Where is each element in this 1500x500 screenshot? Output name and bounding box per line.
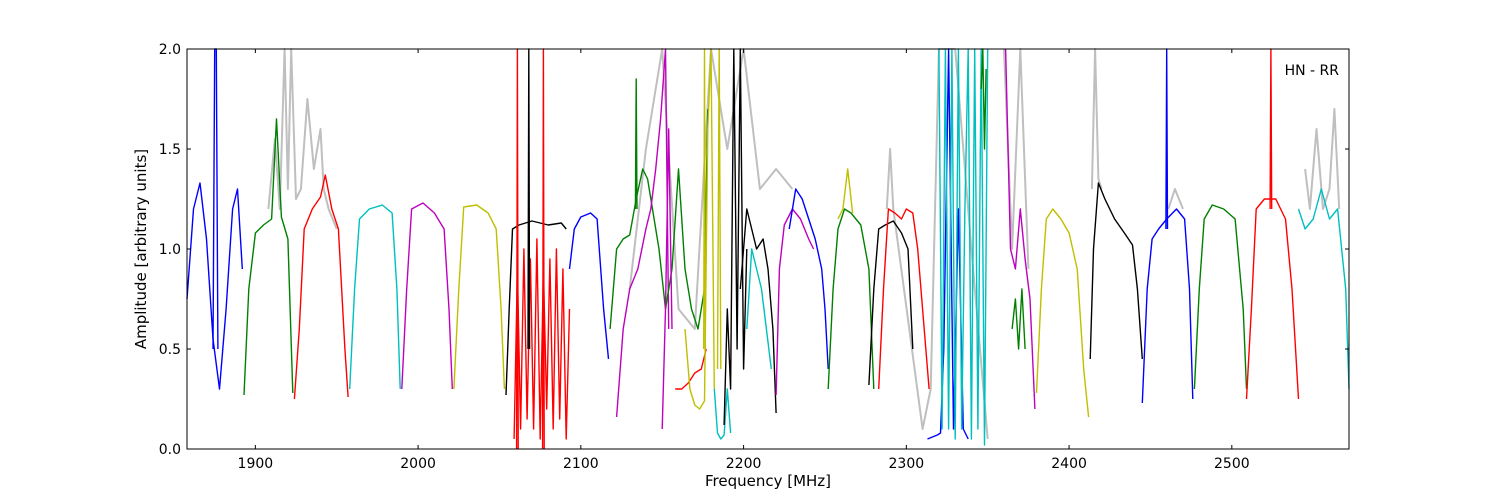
trace-19-red <box>675 348 707 390</box>
y-axis-title: Amplitude [arbitrary units] <box>132 149 150 349</box>
trace-36-magenta <box>1004 48 1036 410</box>
trace-15-green <box>634 78 638 210</box>
trace-37-green <box>1011 288 1026 350</box>
trace-30-yellow <box>837 168 854 220</box>
trace-3-green <box>243 118 294 396</box>
x-tick-label: 1900 <box>238 456 274 472</box>
trace-34-cyan <box>938 48 989 446</box>
y-tick-label: 2.0 <box>159 42 181 58</box>
trace-7-yellow <box>453 204 506 390</box>
trace-45-cyan <box>1297 188 1350 390</box>
trace-40-blue <box>1141 208 1194 404</box>
y-tick-label: 0.5 <box>159 342 181 358</box>
trace-38-yellow <box>1035 208 1090 418</box>
x-tick-label: 2300 <box>889 456 925 472</box>
reference-trace-5 <box>1090 48 1103 190</box>
x-axis: 1900 2000 2100 2200 2300 2400 2500 <box>238 49 1250 472</box>
x-tick-label: 2200 <box>726 456 762 472</box>
trace-42-green <box>1193 204 1248 390</box>
reference-trace-7 <box>1304 108 1341 210</box>
trace-29-green <box>827 208 875 390</box>
trace-21-yellow <box>703 48 706 350</box>
plot-background <box>187 49 1349 449</box>
trace-25-black <box>739 208 777 414</box>
x-axis-title: Frequency [MHz] <box>705 472 831 490</box>
trace-41-blue <box>1165 48 1169 230</box>
y-tick-label: 1.0 <box>159 242 181 258</box>
trace-18-magenta <box>661 128 673 430</box>
trace-14-green <box>609 168 667 330</box>
trace-9-red <box>513 238 571 440</box>
trace-44-red <box>1269 48 1273 210</box>
y-tick-label: 1.5 <box>159 142 181 158</box>
reference-trace-6 <box>1167 188 1184 210</box>
trace-1-blue <box>186 182 243 390</box>
y-axis: 0.0 0.5 1.0 1.5 2.0 <box>159 42 1349 458</box>
trace-32-red <box>878 208 930 390</box>
trace-26-cyan <box>746 248 772 370</box>
trace-4-red <box>293 174 349 400</box>
x-tick-label: 2500 <box>1214 456 1250 472</box>
trace-16-magenta <box>615 48 670 418</box>
trace-39-black <box>1089 182 1143 360</box>
series-layer <box>186 48 1350 450</box>
trace-8-black <box>505 220 567 396</box>
trace-24-black <box>723 48 748 426</box>
x-tick-label: 2400 <box>1051 456 1087 472</box>
plot-area <box>186 48 1350 450</box>
trace-31-black <box>868 220 914 386</box>
trace-22-cyan <box>713 388 732 440</box>
trace-13-blue <box>568 212 610 360</box>
reference-trace-1 <box>267 48 338 230</box>
trace-5-cyan <box>349 204 401 390</box>
plot-annotation: HN - RR <box>1285 63 1340 79</box>
trace-6-magenta <box>401 202 453 390</box>
trace-28-blue <box>788 188 829 370</box>
trace-12-red <box>541 48 545 450</box>
y-tick-label: 0.0 <box>159 442 181 458</box>
trace-20-yellow <box>684 48 715 410</box>
x-tick-label: 2000 <box>400 456 436 472</box>
trace-10-red <box>515 48 519 450</box>
x-tick-label: 2100 <box>563 456 599 472</box>
trace-11-black <box>527 48 531 350</box>
trace-35-green <box>980 48 987 150</box>
